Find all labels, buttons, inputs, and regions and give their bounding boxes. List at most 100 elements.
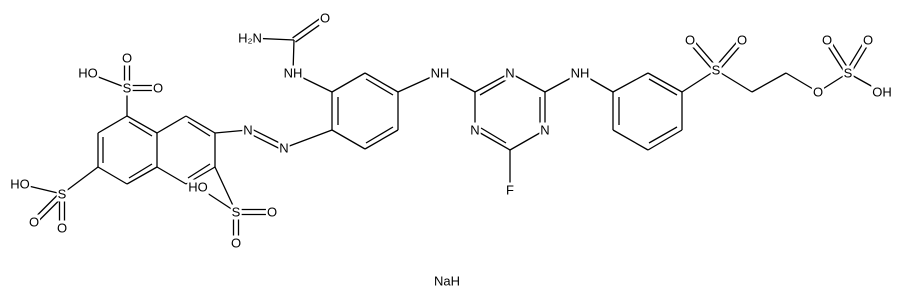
bond	[480, 127, 507, 144]
atom: O	[318, 10, 332, 26]
atom: NH	[429, 65, 451, 81]
atom: O	[820, 32, 834, 48]
bond	[364, 129, 399, 150]
bond	[365, 126, 394, 144]
atom: N	[278, 140, 290, 156]
atom: O	[151, 80, 165, 96]
atom-bg	[229, 235, 243, 251]
atom: O	[27, 214, 41, 230]
bond	[612, 72, 649, 93]
atom-bg	[27, 214, 41, 230]
atom-bg	[505, 182, 516, 198]
atom-bg	[56, 186, 68, 202]
atom-label: O	[57, 221, 67, 236]
atom-label: O	[231, 236, 241, 251]
atom-label: H₂N	[238, 31, 262, 46]
bond	[292, 15, 324, 39]
atom-bg	[77, 65, 99, 81]
atom-bg	[318, 10, 332, 26]
bond	[715, 69, 753, 93]
atom: OH	[871, 84, 893, 100]
atom: S	[56, 186, 68, 202]
atom-bg	[242, 122, 254, 138]
atom-bg	[265, 204, 279, 220]
bonds	[19, 15, 883, 243]
atom: S	[710, 62, 722, 78]
atom-bg	[151, 80, 165, 96]
bond	[331, 129, 366, 150]
atom: HO	[187, 179, 209, 195]
atom-label: O	[863, 33, 873, 48]
atom-label: O	[737, 33, 747, 48]
atom-bg	[282, 65, 304, 81]
atom-bg	[710, 62, 722, 78]
atom-label: HO	[78, 66, 98, 81]
atom-label: O	[29, 215, 39, 230]
atom-label: O	[685, 33, 695, 48]
bond	[128, 163, 153, 179]
atom: O	[229, 235, 243, 251]
atom: O	[120, 50, 134, 66]
atom-label: NH	[431, 66, 450, 81]
bond	[126, 115, 158, 134]
atom-label: O	[267, 205, 277, 220]
atom: O	[735, 32, 749, 48]
atom-bg	[278, 140, 290, 156]
salt-label: NaH	[434, 274, 460, 289]
atom-bg	[569, 65, 591, 81]
atom: NH	[282, 65, 304, 81]
bond	[509, 129, 546, 151]
bond	[648, 126, 678, 144]
atom-bg	[187, 179, 209, 195]
atom-bg	[121, 80, 133, 96]
atom-label: NH	[571, 66, 590, 81]
atom-bg	[237, 30, 263, 46]
bond	[509, 72, 546, 93]
atom-bg	[230, 204, 242, 220]
atom-bg	[539, 122, 551, 138]
atom-label: N	[540, 123, 549, 138]
atom: O	[55, 220, 69, 236]
bond	[185, 115, 216, 134]
atom: S	[121, 80, 133, 96]
atom: N	[469, 122, 481, 138]
atom-label: S	[58, 187, 67, 202]
bond	[156, 166, 187, 185]
bond	[126, 166, 158, 185]
atom-label: O	[122, 51, 132, 66]
bond	[61, 166, 99, 195]
atom-label: S	[232, 205, 241, 220]
atom-label: OH	[872, 85, 892, 100]
atom-label: S	[123, 81, 132, 96]
atom-bg	[811, 84, 825, 100]
atom-bg	[55, 220, 69, 236]
atom-label: O	[320, 11, 330, 26]
atom-bg	[842, 65, 854, 81]
bond	[474, 72, 511, 93]
bond	[479, 79, 507, 96]
bond	[365, 78, 394, 96]
atom: F	[505, 182, 516, 198]
bond	[283, 129, 333, 149]
atom-bg	[429, 65, 451, 81]
bond	[751, 72, 787, 93]
atom-bg	[861, 32, 875, 48]
bond	[331, 72, 366, 93]
atom-label: S	[712, 63, 721, 78]
bond	[474, 129, 511, 151]
atom: S	[842, 65, 854, 81]
bond	[97, 166, 128, 185]
atom-label: O	[813, 85, 823, 100]
atom-label: F	[506, 183, 514, 198]
bond	[364, 72, 399, 93]
atom: N	[504, 65, 516, 81]
atom: O	[861, 32, 875, 48]
atom-bg	[120, 50, 134, 66]
atom-label: N	[470, 123, 479, 138]
atom-label: NH	[284, 66, 303, 81]
bond	[681, 69, 717, 93]
bond	[648, 78, 678, 96]
atom-label: O	[822, 33, 832, 48]
atom-label: HO	[188, 180, 208, 195]
atom: H₂N	[237, 30, 263, 46]
